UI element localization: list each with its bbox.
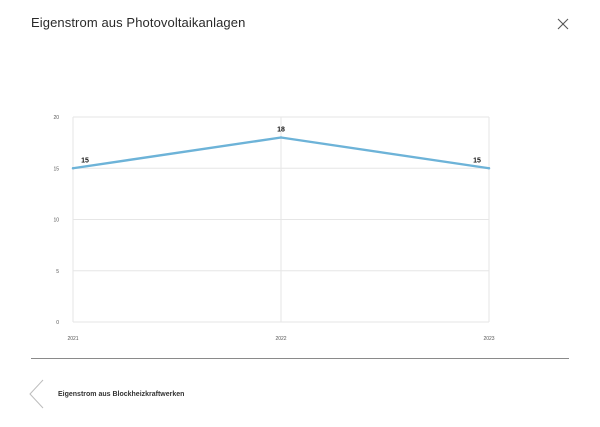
- y-tick-label: 0: [56, 320, 59, 326]
- x-tick-label: 2022: [275, 336, 286, 342]
- data-point: [71, 167, 75, 170]
- data-point: [487, 167, 491, 170]
- x-tick-label: 2021: [67, 336, 78, 342]
- page-title: Eigenstrom aus Photovoltaikanlagen: [31, 15, 246, 30]
- close-icon: [557, 18, 569, 30]
- data-point: [279, 136, 283, 139]
- line-chart: 0 5 10 15 20 2021 2022 2023 15 18 15: [53, 115, 494, 342]
- data-label: 15: [81, 157, 89, 164]
- y-tick-label: 5: [56, 269, 59, 275]
- y-tick-label: 20: [53, 115, 59, 121]
- chevron-left-icon: [29, 379, 44, 409]
- y-tick-label: 15: [53, 166, 59, 172]
- data-label: 18: [277, 127, 285, 134]
- prev-chart-link[interactable]: Eigenstrom aus Blockheizkraftwerken: [28, 378, 184, 410]
- divider: [31, 358, 569, 359]
- data-label: 15: [473, 157, 481, 164]
- y-tick-label: 10: [53, 218, 59, 224]
- prev-chart-label: Eigenstrom aus Blockheizkraftwerken: [58, 390, 185, 398]
- x-tick-label: 2023: [483, 336, 494, 342]
- close-button[interactable]: [555, 16, 571, 32]
